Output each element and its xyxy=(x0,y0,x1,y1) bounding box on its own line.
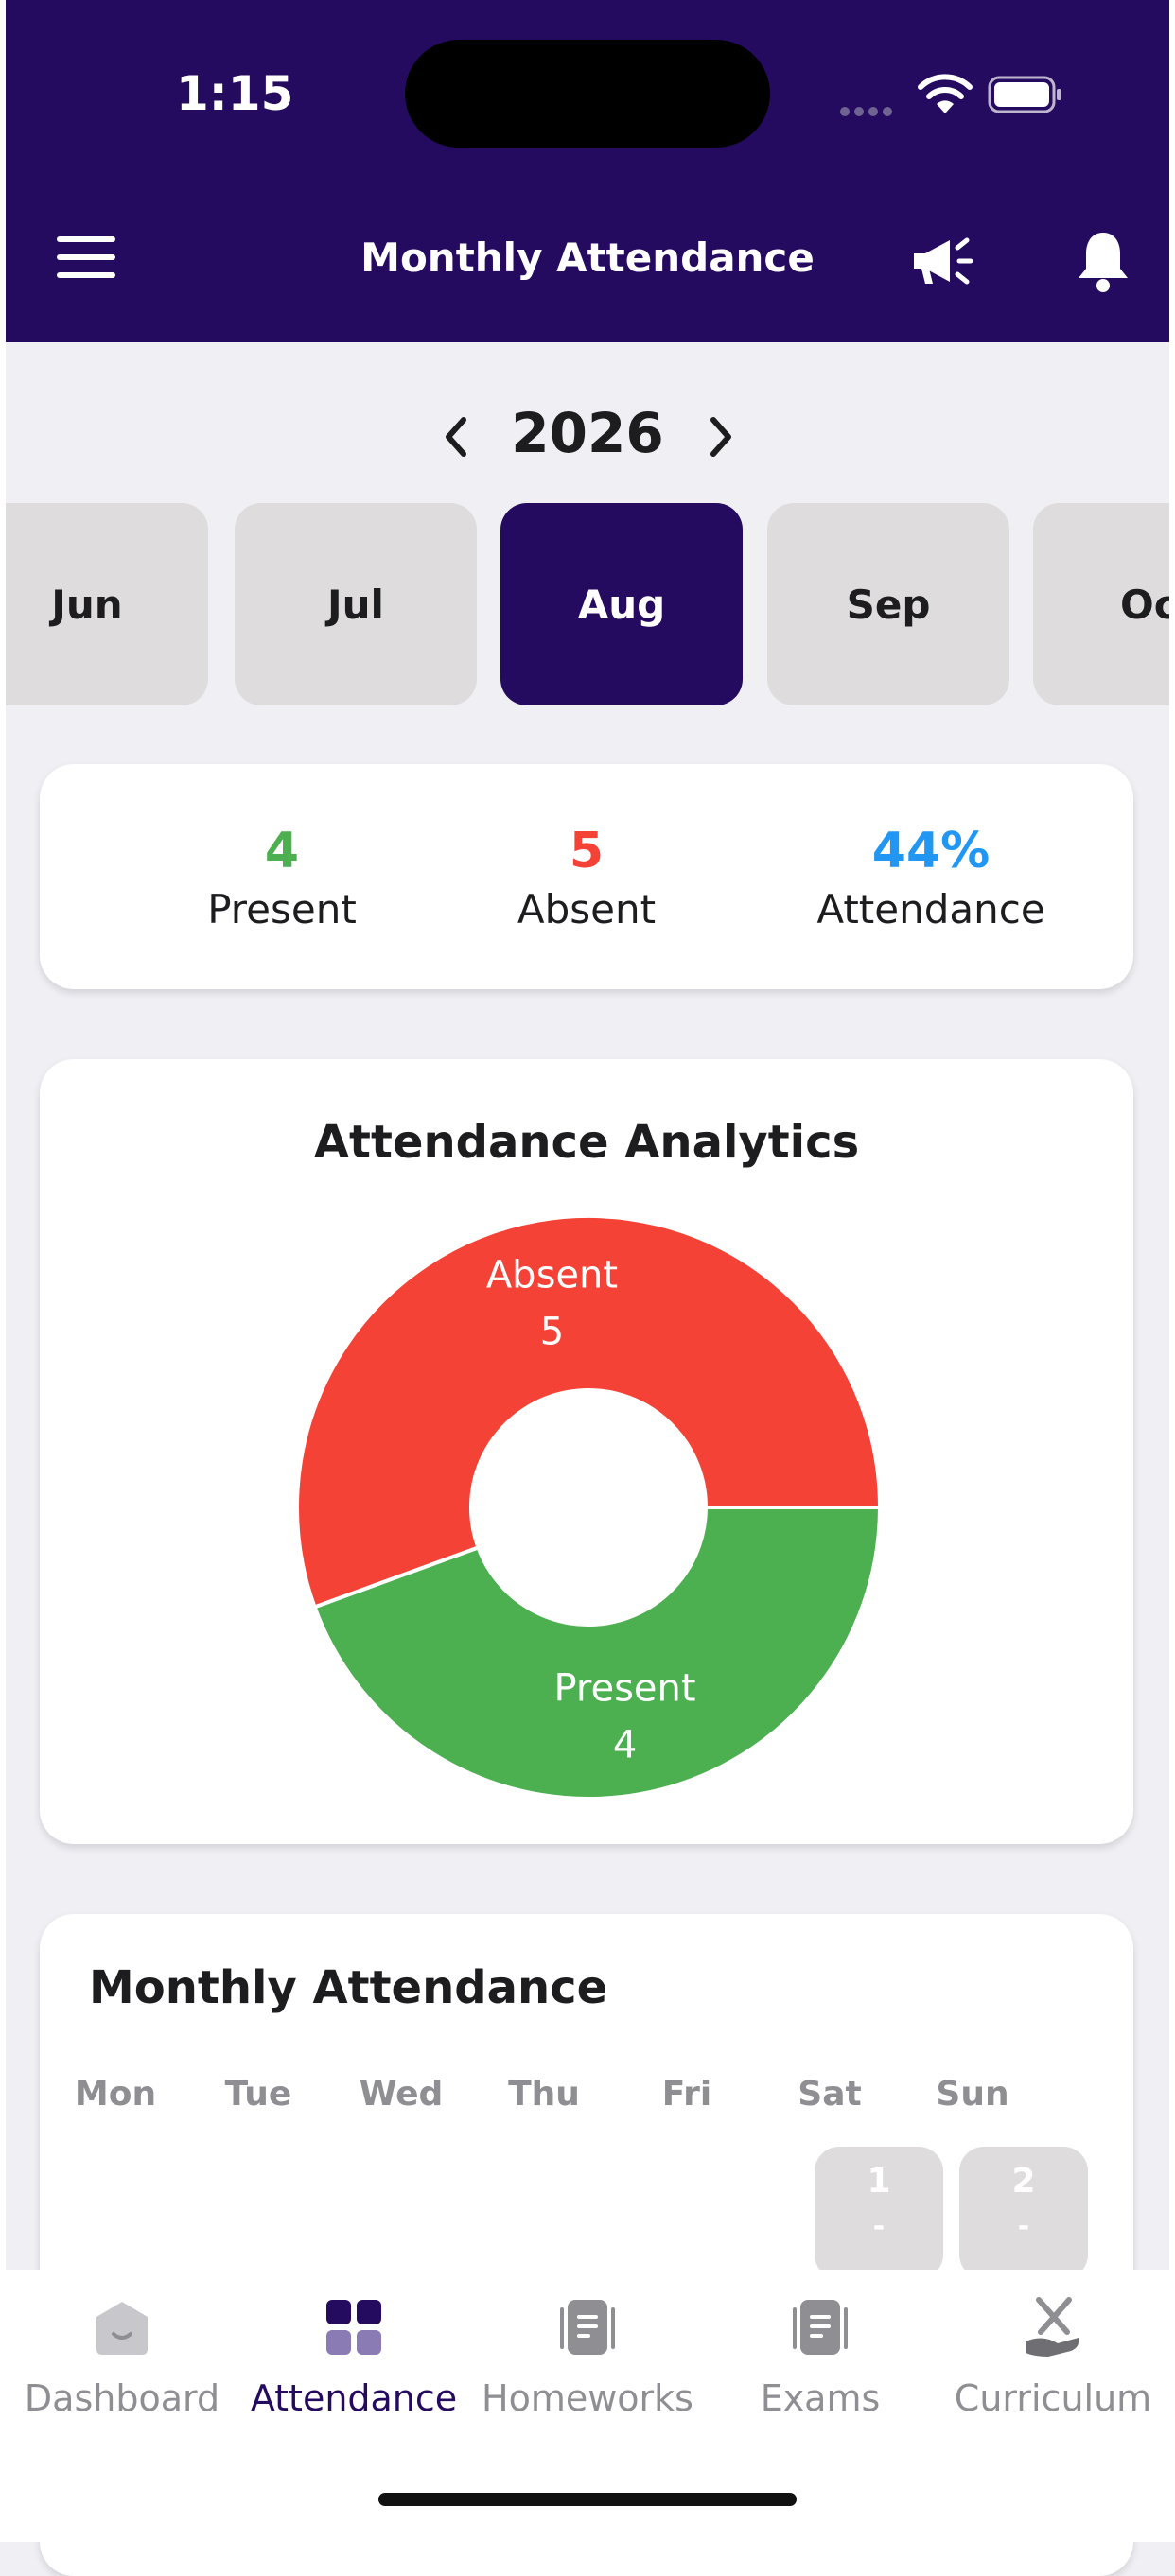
tab-label: Curriculum xyxy=(954,2377,1152,2419)
attendance-analytics-card: Attendance Analytics Present 4 Absent 5 xyxy=(40,1059,1133,1844)
tab-label: Exams xyxy=(760,2377,881,2419)
announcement-megaphone-icon[interactable] xyxy=(908,227,976,295)
attendance-summary-card: 4 Present 5 Absent 44% Attendance xyxy=(40,764,1133,989)
weekday-tue: Tue xyxy=(224,2075,292,2114)
weekday-sat: Sat xyxy=(798,2075,862,2114)
homework-doc-icon xyxy=(560,2300,615,2355)
tab-label: Attendance xyxy=(250,2377,458,2419)
calendar-day-1[interactable]: 1 - xyxy=(815,2147,943,2279)
dynamic-island xyxy=(405,40,770,148)
day-number: 2 xyxy=(1011,2162,1036,2201)
donut-label-absent: Absent xyxy=(486,1253,618,1297)
exam-doc-icon xyxy=(793,2300,848,2355)
home-indicator xyxy=(378,2493,797,2506)
next-year-chevron-icon[interactable] xyxy=(700,410,742,463)
calendar-day-2[interactable]: 2 - xyxy=(959,2147,1088,2279)
tab-label: Homeworks xyxy=(482,2377,693,2419)
wifi-icon xyxy=(918,74,973,113)
month-chip-sep[interactable]: Sep xyxy=(767,503,1009,705)
tab-curriculum[interactable]: Curriculum xyxy=(936,2294,1170,2419)
calendar-title: Monthly Attendance xyxy=(89,1961,608,2014)
app-header: 1:15 Monthly Attendance xyxy=(0,0,1175,342)
attendance-percent: 44% xyxy=(871,823,991,879)
weekday-sun: Sun xyxy=(936,2075,1009,2114)
weekday-wed: Wed xyxy=(359,2075,444,2114)
previous-year-chevron-icon[interactable] xyxy=(435,410,477,463)
menu-button[interactable] xyxy=(57,236,115,282)
battery-icon xyxy=(988,76,1061,113)
weekday-mon: Mon xyxy=(74,2075,157,2114)
day-status: - xyxy=(1017,2210,1030,2243)
month-chip-jul[interactable]: Jul xyxy=(235,503,477,705)
donut-value-present: 4 xyxy=(613,1724,637,1767)
screen-edge-left xyxy=(0,0,6,2542)
weekday-fri: Fri xyxy=(661,2075,712,2114)
tab-dashboard[interactable]: Dashboard xyxy=(5,2294,239,2419)
donut-label-present: Present xyxy=(554,1667,696,1711)
present-stat: 4 Present xyxy=(146,821,418,936)
attendance-grid-icon xyxy=(326,2300,381,2355)
screen-edge-right xyxy=(1169,0,1175,2542)
absent-count: 5 xyxy=(569,823,605,879)
attendance-donut-chart: Present 4 Absent 5 xyxy=(295,1214,882,1801)
tab-label: Dashboard xyxy=(24,2377,220,2419)
weekday-header: Mon Tue Wed Thu Fri Sat Sun xyxy=(75,2075,1118,2132)
attendance-label: Attendance xyxy=(816,886,1045,932)
absent-stat: 5 Absent xyxy=(450,821,723,936)
month-chip-aug[interactable]: Aug xyxy=(500,503,743,705)
weekday-thu: Thu xyxy=(508,2075,580,2114)
month-selector: Jun Jul Aug Sep Oc xyxy=(0,503,1175,705)
tab-homeworks[interactable]: Homeworks xyxy=(470,2294,705,2419)
absent-label: Absent xyxy=(517,886,657,932)
day-status: - xyxy=(872,2210,886,2243)
present-label: Present xyxy=(207,886,357,932)
page-title: Monthly Attendance xyxy=(360,235,815,281)
dashboard-icon xyxy=(96,2302,148,2355)
donut-slice-absent xyxy=(295,1214,882,1610)
status-time: 1:15 xyxy=(176,66,294,121)
year-label: 2026 xyxy=(511,401,664,465)
donut-value-absent: 5 xyxy=(540,1310,564,1353)
attendance-stat: 44% Attendance xyxy=(761,821,1101,936)
cellular-signal-icon xyxy=(840,102,901,116)
tab-exams[interactable]: Exams xyxy=(703,2294,938,2419)
hamburger-icon xyxy=(57,236,115,242)
curriculum-tools-icon xyxy=(1026,2297,1079,2357)
tab-attendance[interactable]: Attendance xyxy=(237,2294,471,2419)
month-chip-jun[interactable]: Jun xyxy=(0,503,208,705)
month-chip-oct[interactable]: Oc xyxy=(1033,503,1175,705)
present-count: 4 xyxy=(264,823,300,879)
day-number: 1 xyxy=(867,2162,891,2201)
analytics-title: Attendance Analytics xyxy=(313,1116,860,1169)
notification-bell-icon[interactable] xyxy=(1075,227,1131,295)
donut-slice-present xyxy=(312,1506,882,1801)
